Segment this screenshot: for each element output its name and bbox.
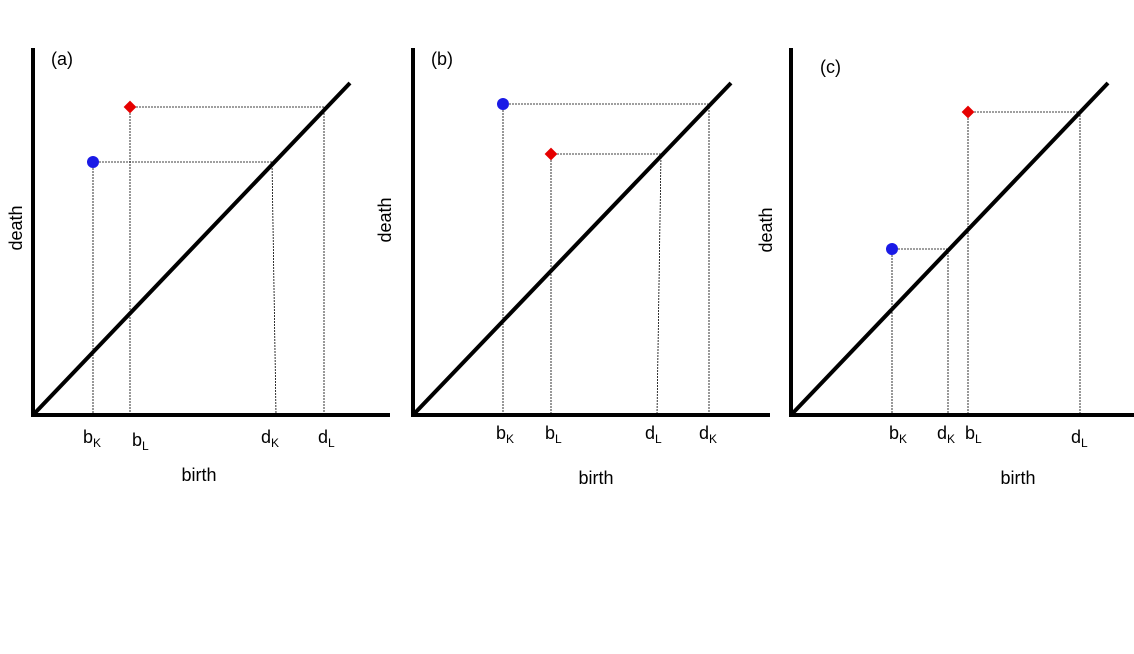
- tick-label: bK: [889, 423, 907, 446]
- blue-point: [497, 98, 509, 110]
- tick-sub: K: [947, 432, 955, 446]
- x-axis-label: birth: [1000, 468, 1035, 488]
- tick-sub: K: [271, 436, 279, 450]
- tick-label: dL: [645, 423, 662, 446]
- panel-label: (c): [820, 57, 841, 77]
- tick-base: b: [83, 427, 93, 447]
- red-point: [544, 147, 558, 161]
- tick-label: dK: [261, 427, 279, 450]
- tick-base: d: [699, 423, 709, 443]
- tick-base: b: [889, 423, 899, 443]
- tick-sub: L: [555, 432, 562, 446]
- x-axis-label: birth: [181, 465, 216, 485]
- blue-guide: [271, 161, 277, 416]
- blue-point: [87, 156, 99, 168]
- tick-base: d: [937, 423, 947, 443]
- tick-label: bL: [545, 423, 562, 446]
- tick-label: dK: [699, 423, 717, 446]
- tick-base: b: [496, 423, 506, 443]
- tick-label: bK: [83, 427, 101, 450]
- tick-base: d: [1071, 427, 1081, 447]
- tick-sub: K: [709, 432, 717, 446]
- tick-sub: L: [142, 439, 149, 453]
- tick-base: b: [132, 430, 142, 450]
- red-point: [961, 105, 975, 119]
- tick-base: b: [545, 423, 555, 443]
- red-guide: [656, 153, 662, 416]
- tick-label: bK: [496, 423, 514, 446]
- red-point: [123, 100, 137, 114]
- tick-base: d: [318, 427, 328, 447]
- tick-base: d: [261, 427, 271, 447]
- tick-label: dL: [1071, 427, 1088, 450]
- tick-sub: L: [328, 436, 335, 450]
- panel-label: (b): [431, 49, 453, 69]
- y-axis-label: death: [756, 207, 776, 252]
- tick-label: bL: [132, 430, 149, 453]
- tick-sub: L: [1081, 436, 1088, 450]
- diagonal: [789, 81, 1110, 417]
- tick-label: dK: [937, 423, 955, 446]
- tick-sub: L: [975, 432, 982, 446]
- tick-sub: K: [899, 432, 907, 446]
- tick-base: b: [965, 423, 975, 443]
- tick-label: dL: [318, 427, 335, 450]
- tick-sub: K: [506, 432, 514, 446]
- x-axis-label: birth: [578, 468, 613, 488]
- diagonal: [31, 81, 352, 417]
- tick-base: d: [645, 423, 655, 443]
- tick-label: bL: [965, 423, 982, 446]
- diagonal: [411, 81, 733, 417]
- tick-sub: K: [93, 436, 101, 450]
- y-axis-label: death: [375, 197, 395, 242]
- blue-point: [886, 243, 898, 255]
- y-axis-label: death: [6, 205, 26, 250]
- tick-sub: L: [655, 432, 662, 446]
- panel-label: (a): [51, 49, 73, 69]
